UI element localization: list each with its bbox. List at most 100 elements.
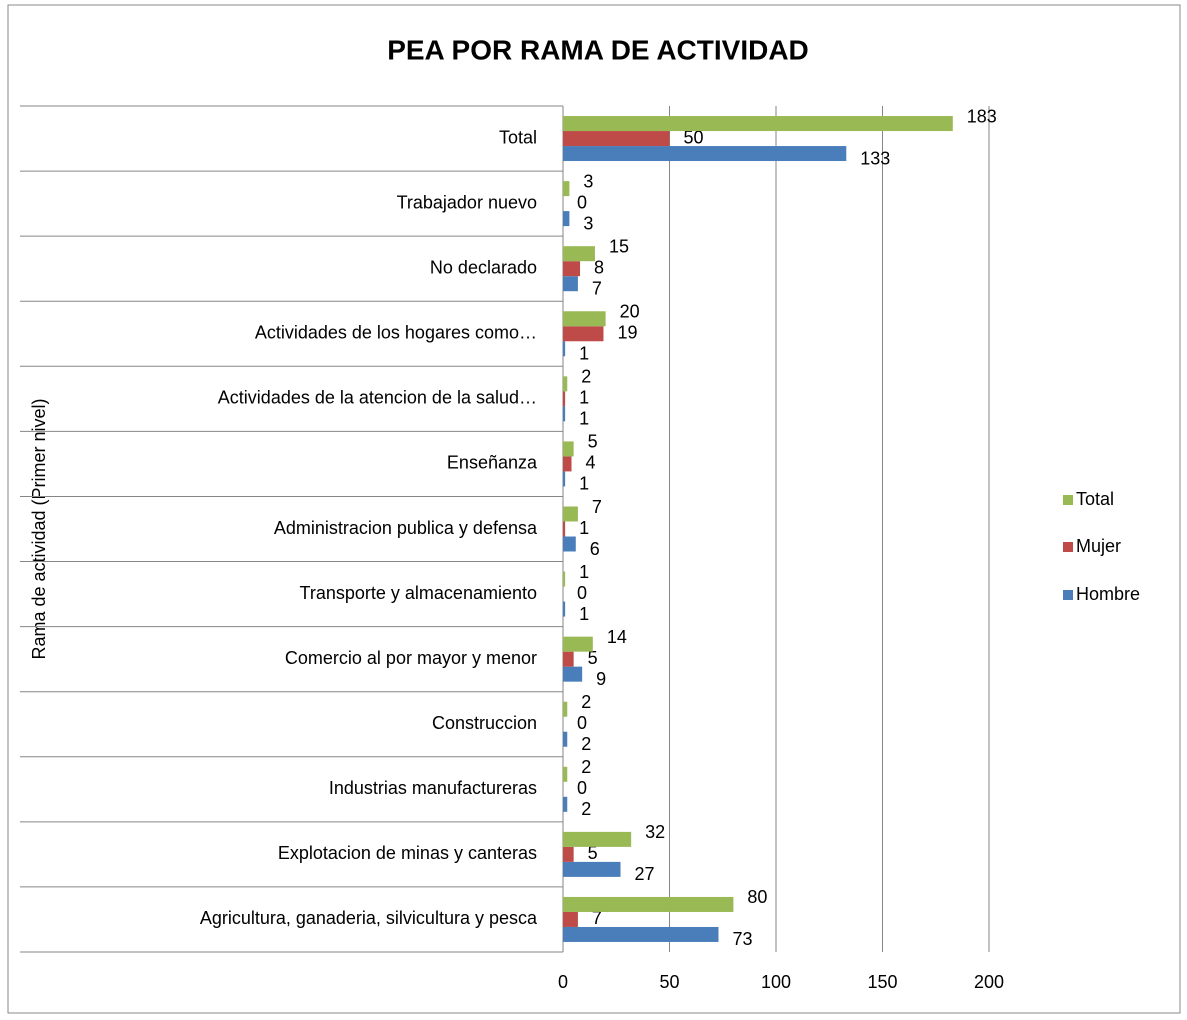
y-tick-label: Comercio al por mayor y menor	[285, 648, 537, 668]
x-tick-label: 0	[558, 972, 568, 992]
bar	[563, 536, 576, 552]
data-label: 3	[583, 213, 593, 233]
bar	[563, 666, 583, 682]
bar	[563, 861, 621, 877]
data-label: 0	[577, 583, 587, 603]
y-tick-label: Trabajador nuevo	[397, 192, 537, 212]
data-label: 2	[581, 692, 591, 712]
data-label: 19	[617, 323, 637, 343]
data-label: 2	[581, 367, 591, 387]
bar	[563, 116, 953, 132]
y-tick-label: No declarado	[430, 257, 537, 277]
data-label: 7	[592, 278, 602, 298]
y-tick-label: Actividades de los hogares como…	[255, 323, 537, 343]
x-tick-label: 150	[867, 972, 897, 992]
bar	[563, 341, 566, 357]
data-label: 7	[592, 497, 602, 517]
bar	[563, 521, 566, 537]
data-label: 2	[581, 799, 591, 819]
bar	[563, 406, 566, 422]
data-label: 1	[579, 388, 589, 408]
data-label: 183	[967, 106, 997, 126]
legend-label: Mujer	[1076, 536, 1121, 556]
legend-swatch	[1063, 590, 1073, 600]
data-label: 0	[577, 778, 587, 798]
bar	[563, 246, 595, 262]
data-label: 15	[609, 236, 629, 256]
bar	[563, 391, 566, 407]
data-label: 73	[732, 929, 752, 949]
bar	[563, 471, 566, 487]
bar	[563, 276, 578, 292]
y-tick-label: Transporte y almacenamiento	[300, 583, 537, 603]
data-label: 6	[590, 539, 600, 559]
data-label: 4	[586, 453, 596, 473]
bar	[563, 846, 574, 862]
y-tick-label: Industrias manufactureras	[329, 778, 537, 798]
data-label: 20	[620, 302, 640, 322]
bar	[563, 131, 670, 147]
data-label: 14	[607, 627, 627, 647]
data-label: 5	[588, 432, 598, 452]
data-label: 32	[645, 822, 665, 842]
data-label: 133	[860, 148, 890, 168]
bar	[563, 571, 566, 587]
bar	[563, 731, 568, 747]
bar	[563, 766, 568, 782]
bar	[563, 311, 606, 327]
bar	[563, 831, 632, 847]
y-tick-label: Construccion	[432, 713, 537, 733]
data-label: 1	[579, 344, 589, 364]
bar	[563, 601, 566, 617]
legend-swatch	[1063, 542, 1073, 552]
data-label: 0	[577, 192, 587, 212]
data-label: 1	[579, 409, 589, 429]
y-tick-label: Explotacion de minas y canteras	[278, 843, 537, 863]
data-label: 0	[577, 713, 587, 733]
data-label: 27	[635, 864, 655, 884]
data-label: 1	[579, 518, 589, 538]
y-tick-label: Agricultura, ganaderia, silvicultura y p…	[200, 908, 538, 928]
data-label: 3	[583, 171, 593, 191]
bar	[563, 146, 847, 162]
bar	[563, 261, 581, 277]
data-label: 7	[592, 908, 602, 928]
bar	[563, 926, 719, 942]
data-label: 2	[581, 734, 591, 754]
bar	[563, 181, 570, 197]
x-tick-label: 200	[974, 972, 1004, 992]
data-label: 80	[747, 887, 767, 907]
bar	[563, 701, 568, 717]
bar	[563, 636, 593, 652]
data-label: 5	[588, 843, 598, 863]
x-tick-label: 100	[761, 972, 791, 992]
bar	[563, 651, 574, 667]
bar	[563, 796, 568, 812]
legend-swatch	[1063, 495, 1073, 505]
data-label: 2	[581, 757, 591, 777]
legend-label: Total	[1076, 489, 1114, 509]
y-tick-label: Total	[499, 127, 537, 147]
data-label: 1	[579, 474, 589, 494]
data-label: 1	[579, 604, 589, 624]
data-label: 8	[594, 257, 604, 277]
chart-title: PEA POR RAMA DE ACTIVIDAD	[387, 34, 809, 65]
y-tick-label: Enseñanza	[447, 453, 538, 473]
bar	[563, 456, 572, 472]
legend-label: Hombre	[1076, 584, 1140, 604]
y-tick-label: Actividades de la atencion de la salud…	[218, 388, 537, 408]
bar	[563, 211, 570, 227]
data-label: 1	[579, 562, 589, 582]
data-label: 5	[588, 648, 598, 668]
y-tick-label: Administracion publica y defensa	[274, 518, 538, 538]
data-label: 9	[596, 669, 606, 689]
y-axis-label: Rama de actividad (Primer nivel)	[29, 398, 49, 659]
bar	[563, 911, 578, 927]
bar	[563, 326, 604, 342]
x-tick-label: 50	[659, 972, 679, 992]
data-label: 50	[684, 127, 704, 147]
bar	[563, 506, 578, 522]
bar	[563, 376, 568, 392]
bar	[563, 896, 734, 912]
